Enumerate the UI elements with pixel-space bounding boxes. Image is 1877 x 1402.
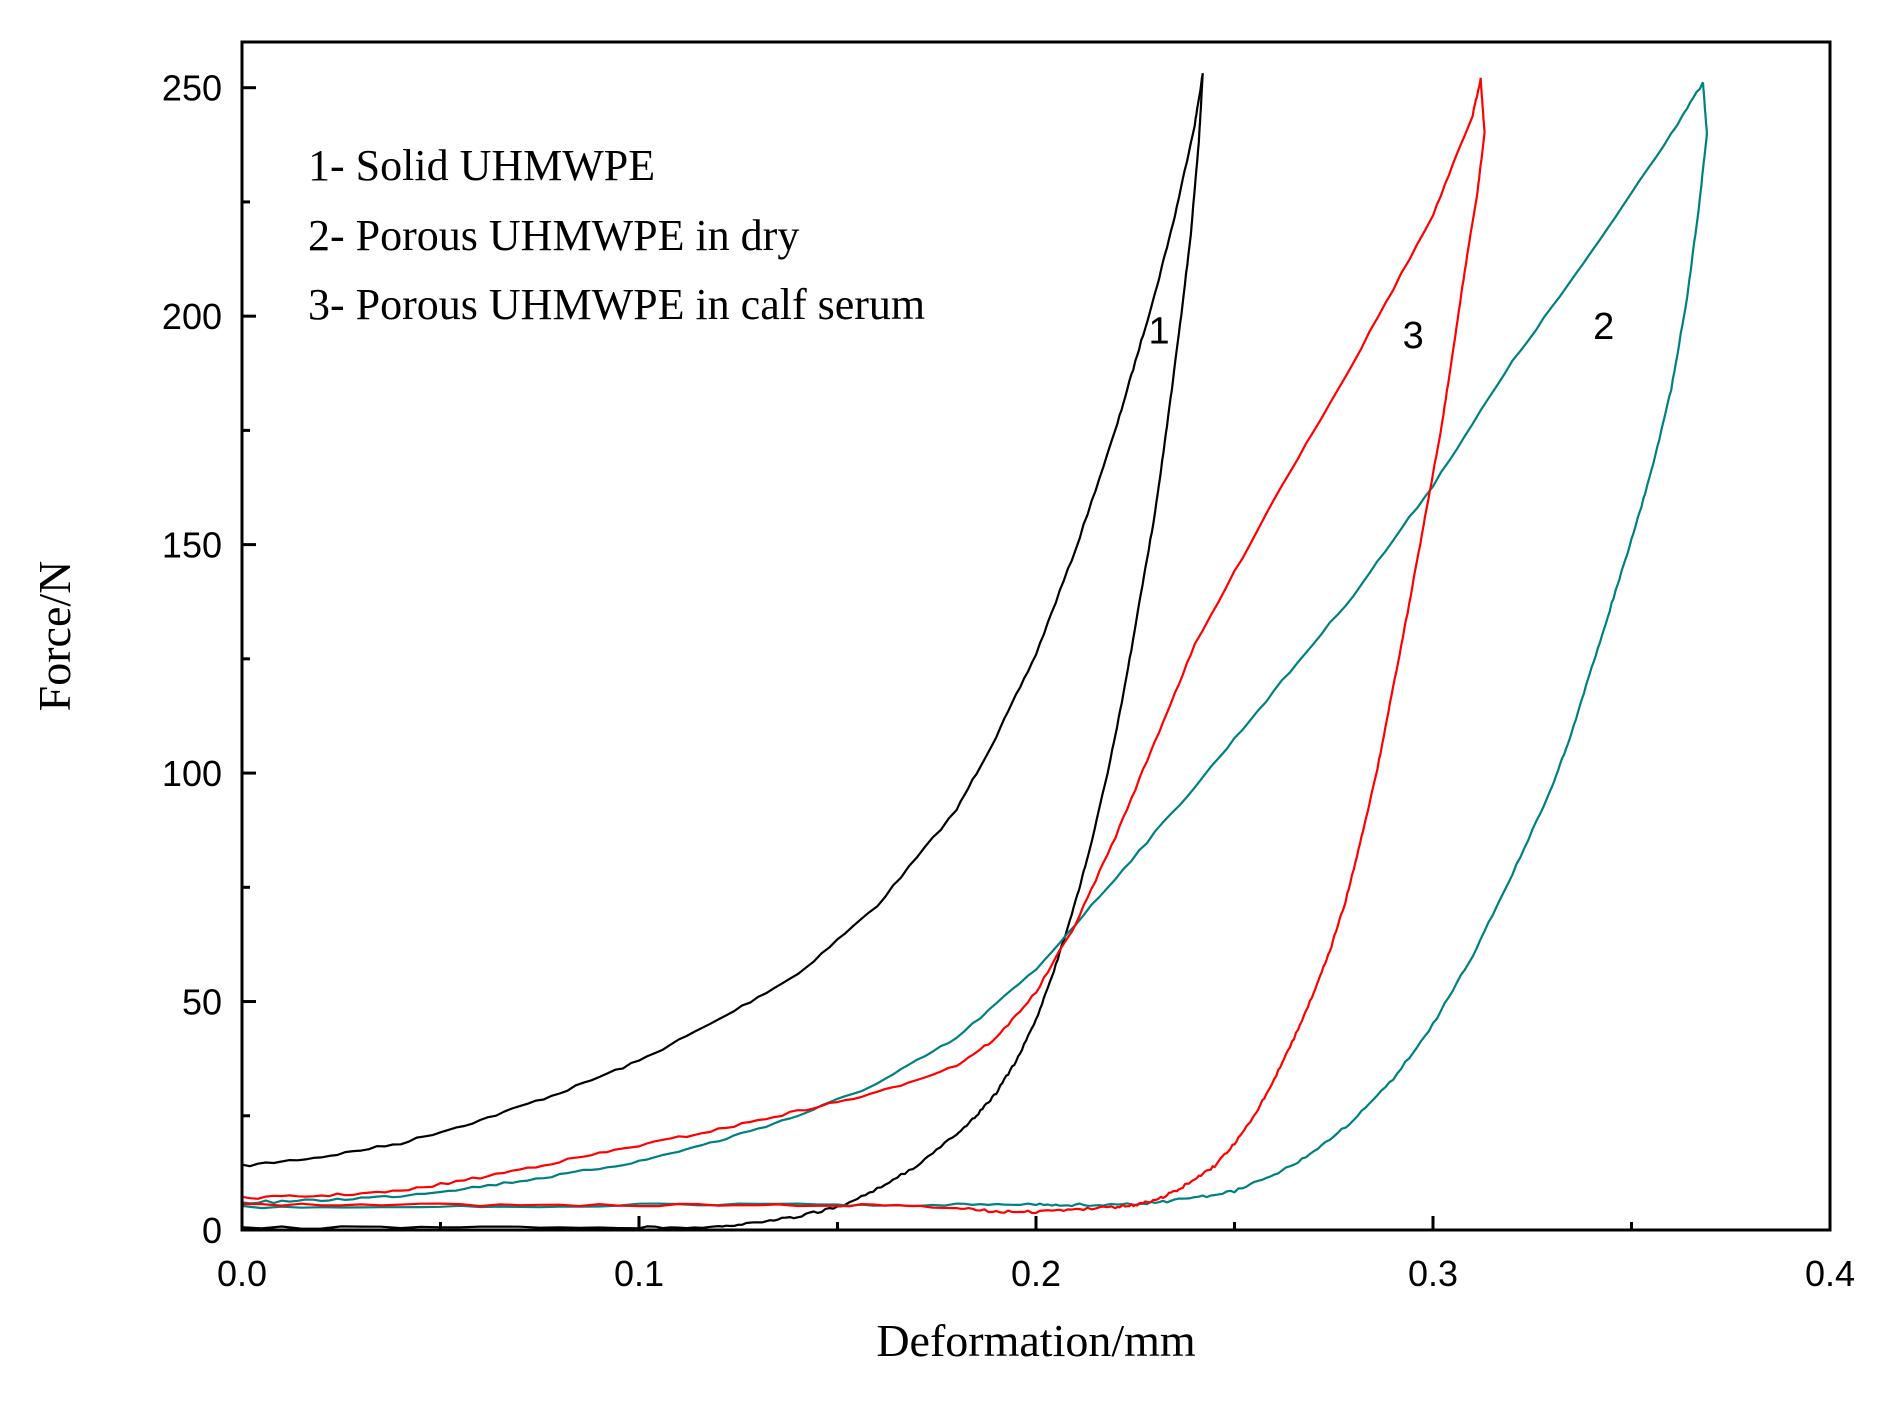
y-axis-title: Force/N (29, 561, 80, 712)
curve-label-porous-dry: 2 (1593, 306, 1614, 348)
x-tick-label: 0.3 (1408, 1253, 1458, 1294)
legend-entry-solid: 1- Solid UHMWPE (308, 141, 655, 190)
y-tick-label: 200 (162, 296, 222, 337)
ticks-layer (240, 86, 1832, 1232)
y-tick-label: 250 (162, 68, 222, 109)
series-line-porous-serum-loading (241, 79, 1482, 1200)
series-line-porous-dry-unloading (241, 82, 1709, 1210)
series-line-solid-loading (241, 73, 1204, 1168)
x-tick-label: 0.4 (1805, 1253, 1855, 1294)
curve-labels-layer: 1 2 3 (1148, 306, 1614, 357)
x-tick-label: 0.1 (614, 1253, 664, 1294)
series-layer (241, 73, 1709, 1230)
series-line-porous-dry-loading (241, 81, 1704, 1205)
series-line-porous-serum-unloading (241, 77, 1486, 1215)
curve-label-porous-serum: 3 (1403, 315, 1424, 357)
x-axis-title: Deformation/mm (876, 1315, 1196, 1366)
tick-labels-layer: 0.0 0.1 0.2 0.3 0.4 0 50 100 150 200 250 (162, 68, 1855, 1294)
y-tick-label: 0 (202, 1210, 222, 1251)
x-tick-label: 0.0 (217, 1253, 267, 1294)
series-line-solid-unloading (241, 73, 1204, 1230)
y-tick-label: 100 (162, 753, 222, 794)
legend-entry-porous-serum: 3- Porous UHMWPE in calf serum (308, 280, 925, 329)
legend-entry-porous-dry: 2- Porous UHMWPE in dry (308, 211, 799, 260)
y-tick-label: 50 (182, 982, 222, 1023)
x-tick-label: 0.2 (1011, 1253, 1061, 1294)
legend: 1- Solid UHMWPE 2- Porous UHMWPE in dry … (308, 141, 925, 329)
plot-area (242, 42, 1830, 1230)
y-tick-label: 150 (162, 525, 222, 566)
curve-label-solid: 1 (1148, 311, 1169, 353)
